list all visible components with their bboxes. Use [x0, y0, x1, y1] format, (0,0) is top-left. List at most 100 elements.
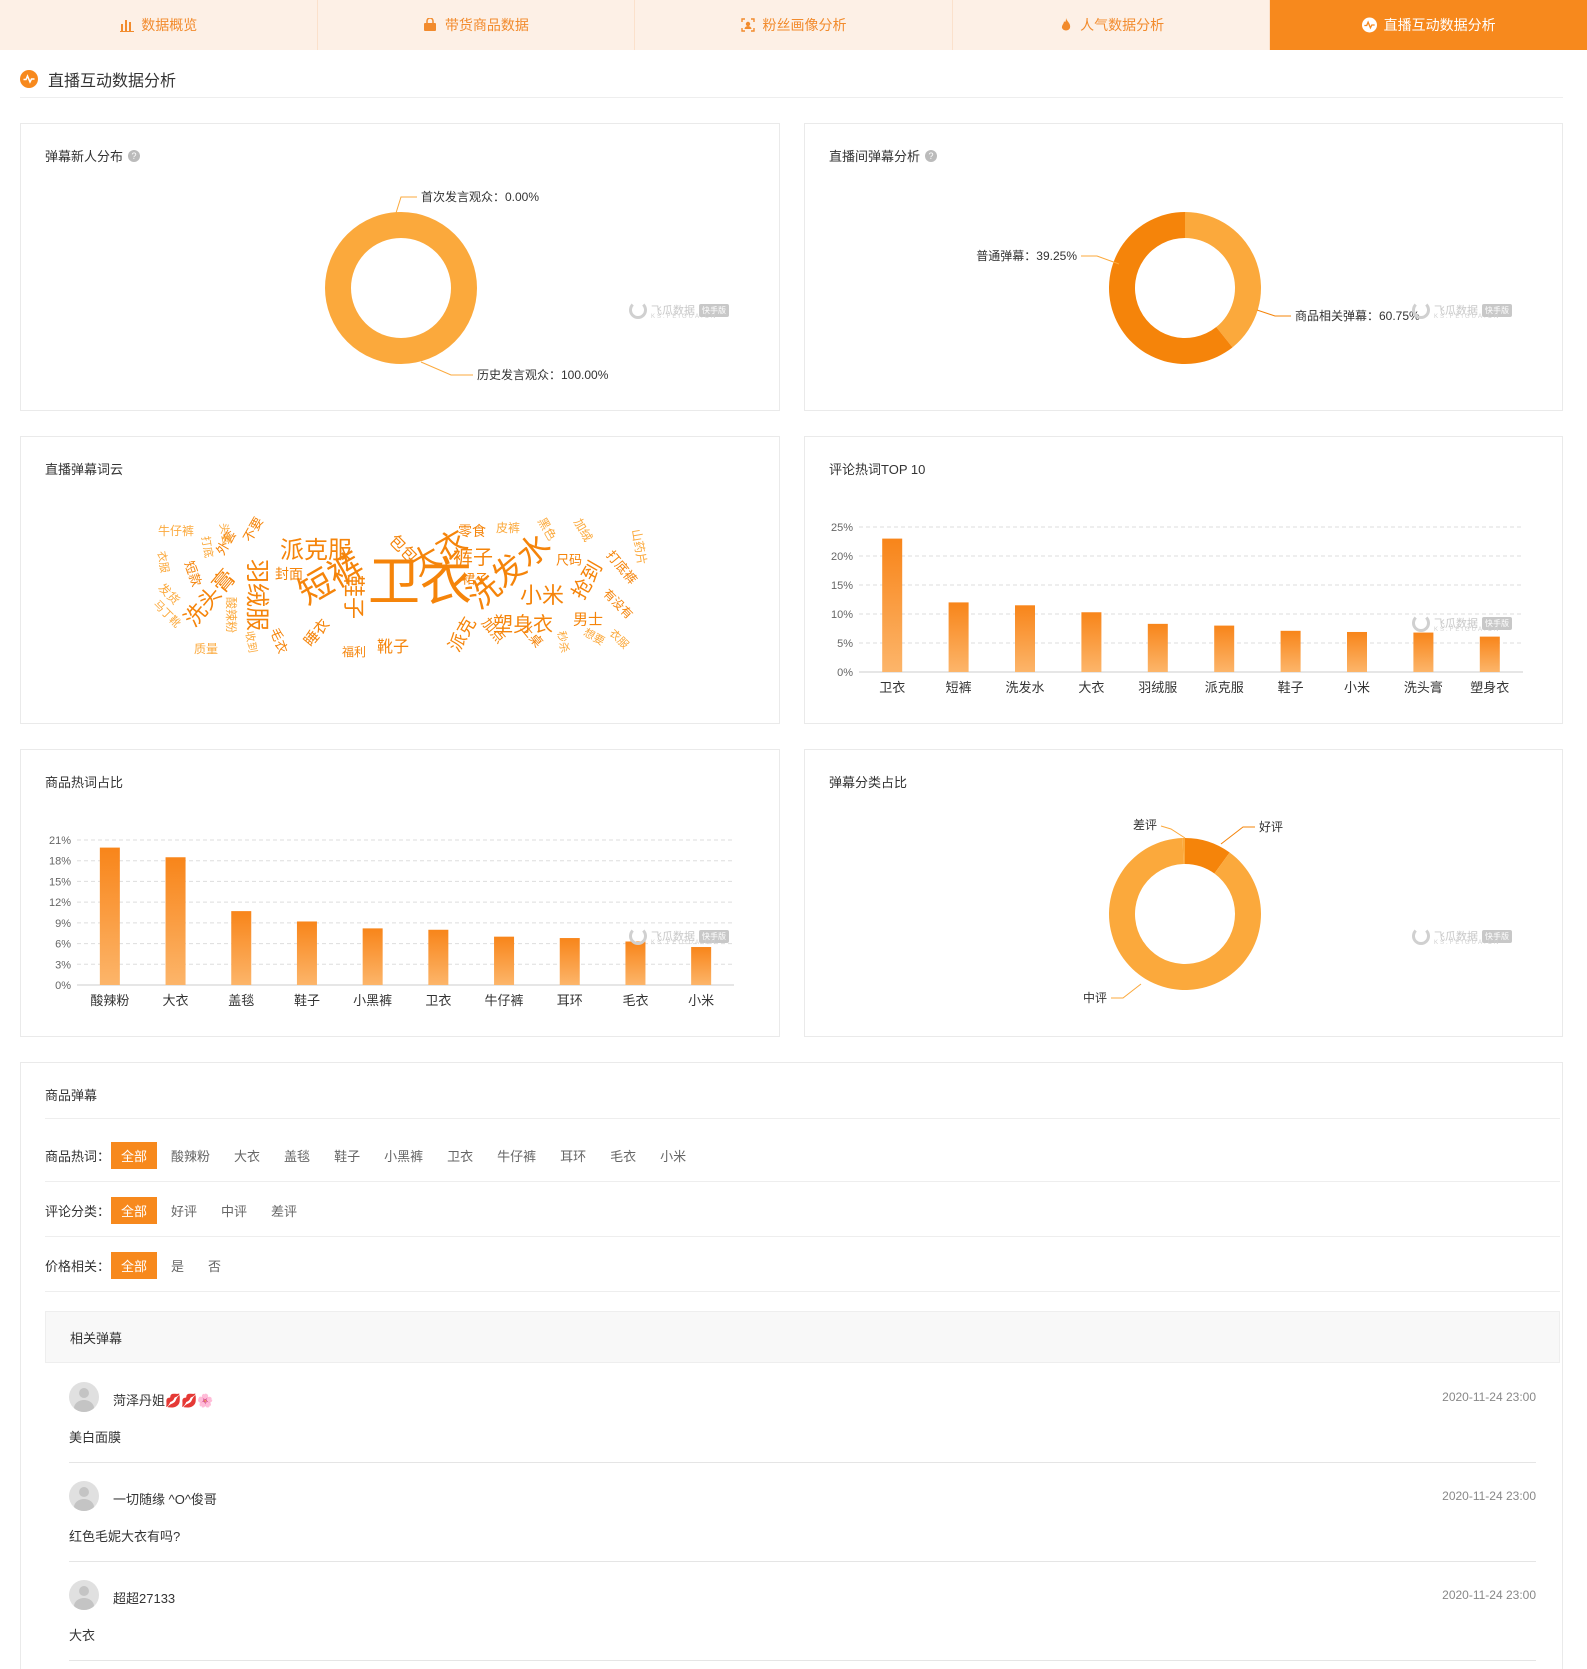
label-leader-line [395, 196, 417, 214]
x-tick-label: 派克服 [1205, 681, 1244, 696]
chip-option[interactable]: 大衣 [234, 1149, 261, 1164]
bar [428, 929, 449, 985]
chip-option[interactable]: 耳环 [560, 1149, 587, 1164]
chip-all[interactable]: 全部 [111, 1252, 158, 1279]
label-leader-line [1256, 309, 1291, 317]
chip-option[interactable]: 否 [208, 1259, 222, 1274]
y-tick-label: 0% [837, 667, 853, 679]
slice-label: 历史发言观众：100.00% [477, 367, 609, 382]
bar [691, 947, 712, 985]
chip-option[interactable]: 是 [171, 1259, 185, 1274]
bar [362, 928, 383, 985]
word-cloud-word: 毛衣 [266, 626, 290, 656]
watermark-domain: KS.FEIGUA.CN [651, 314, 718, 320]
avatar [69, 1580, 99, 1610]
comment-text: 大衣 [69, 1628, 96, 1643]
chip-option[interactable]: 牛仔裤 [497, 1149, 537, 1164]
bar [1280, 630, 1301, 672]
pulse-icon [1361, 17, 1377, 33]
tab-fans[interactable]: 粉丝画像分析 [635, 0, 953, 50]
label-leader-line [1081, 255, 1120, 265]
slice-label: 商品相关弹幕：60.75% [1295, 308, 1420, 323]
card-title: 直播间弹幕分析 ? [829, 146, 938, 165]
watermark-badge: 快手版 [699, 303, 729, 317]
pie-slice [1182, 838, 1185, 865]
filter-label: 商品热词： [45, 1149, 111, 1164]
comment-text: 红色毛妮大衣有吗? [69, 1529, 181, 1544]
chip-option[interactable]: 鞋子 [334, 1149, 361, 1164]
category-card: 弹幕分类占比 好评 中评 差评 飞瓜数据 快手版 KS.FEIGUA.CN [804, 749, 1563, 1037]
filter-row-keyword: 商品热词： 全部 酸辣粉 大衣 盖毯 鞋子 小黑裤 卫衣 牛仔裤 耳环 毛衣 小… [45, 1142, 700, 1169]
x-tick-label: 小米 [1344, 681, 1370, 696]
watermark-badge: 快手版 [1482, 929, 1512, 943]
watermark-logo-icon [1412, 614, 1430, 632]
comment-user: 一切随缘 ^O^俊哥 [113, 1492, 217, 1507]
bar [1479, 636, 1500, 672]
chip-option[interactable]: 差评 [271, 1204, 298, 1219]
chip-option[interactable]: 好评 [171, 1204, 198, 1219]
watermark-name: 飞瓜数据 [651, 931, 695, 943]
help-icon[interactable]: ? [925, 149, 938, 162]
related-title: 相关弹幕 [70, 1330, 123, 1346]
chip-all[interactable]: 全部 [111, 1197, 158, 1224]
comment-item: 一切随缘 ^O^俊哥 2020-11-24 23:00 红色毛妮大衣有吗? [69, 1468, 1536, 1562]
top10-bar-chart: 0% 5% 10% 15% 20% 25% 卫衣 短裤 洗发水 大衣 羽绒服 派克服 鞋子 小米 洗头膏 塑身… [831, 522, 1523, 696]
watermark: 飞瓜数据 快手版 KS.FEIGUA.CN [1412, 301, 1512, 320]
chip-option[interactable]: 毛衣 [610, 1149, 637, 1164]
watermark-name: 飞瓜数据 [1434, 618, 1478, 630]
watermark-logo-icon [1412, 301, 1430, 319]
y-tick-label: 15% [831, 580, 853, 592]
top-tab-bar: 数据概览 带货商品数据 粉丝画像分析 人气数据分析 直播互动数据分析 [0, 0, 1587, 50]
bar [296, 921, 317, 985]
x-tick-label: 毛衣 [622, 993, 648, 1009]
tab-interaction[interactable]: 直播互动数据分析 [1270, 0, 1587, 50]
bar-chart-icon [119, 18, 134, 33]
new-user-card: 弹幕新人分布 ? 首次发言观众：0.00% 历史发言观众：100.00% 飞瓜数据… [20, 123, 780, 411]
chip-all[interactable]: 全部 [111, 1142, 158, 1169]
card-title: 弹幕新人分布 ? [45, 146, 141, 165]
watermark: 飞瓜数据 快手版 KS.FEIGUA.CN [629, 301, 729, 320]
avatar [69, 1382, 99, 1412]
y-tick-label: 18% [49, 856, 71, 868]
comment-user: 超超27133 [113, 1591, 176, 1606]
card-title-text: 评论热词TOP 10 [829, 462, 926, 477]
top10-card: 评论热词TOP 10 0% 5% 10% 15% 20% 25% 卫衣 短裤 洗发水 大衣 羽绒服 派… [804, 436, 1563, 724]
card-title: 评论热词TOP 10 [829, 459, 925, 478]
comment-user: 菏泽丹姐💋💋🌸 [113, 1393, 214, 1408]
word-cloud-word: 收到 [242, 630, 260, 654]
filter-row-category: 评论分类： 全部 好评 中评 差评 [45, 1197, 311, 1224]
watermark-name: 飞瓜数据 [1434, 931, 1478, 943]
card-title: 直播弹幕词云 [45, 459, 123, 478]
chip-option[interactable]: 卫衣 [447, 1149, 474, 1164]
chip-option[interactable]: 盖毯 [284, 1149, 311, 1164]
word-cloud-word: 马丁靴 [150, 597, 184, 631]
help-icon[interactable]: ? [128, 149, 141, 162]
watermark-badge: 快手版 [1482, 616, 1512, 630]
word-cloud-word: 塑身衣 [493, 612, 553, 636]
tab-popularity[interactable]: 人气数据分析 [953, 0, 1271, 50]
watermark-logo-icon [1412, 927, 1430, 945]
x-tick-label: 羽绒服 [1138, 681, 1177, 696]
card-title: 商品弹幕 [45, 1085, 97, 1104]
watermark-badge: 快手版 [699, 929, 729, 943]
card-title-text: 弹幕分类占比 [829, 775, 908, 790]
divider [45, 1118, 1560, 1119]
chip-option[interactable]: 酸辣粉 [171, 1149, 211, 1164]
watermark-domain: KS.FEIGUA.CN [651, 940, 718, 946]
y-tick-label: 3% [55, 959, 71, 971]
word-cloud-word: 裙子 [461, 572, 489, 588]
comment-text: 美白面膜 [69, 1430, 122, 1445]
watermark-logo-icon [629, 927, 647, 945]
chip-option[interactable]: 小米 [660, 1149, 687, 1164]
tab-products[interactable]: 带货商品数据 [318, 0, 636, 50]
chip-option[interactable]: 小黑裤 [384, 1149, 424, 1164]
bar [1147, 623, 1168, 672]
chip-option[interactable]: 中评 [221, 1204, 248, 1219]
word-cloud: 卫衣 短裤 洗发水 大衣 派克服 羽绒服 洗头膏 小米 塑身衣 裤子 鞋子 抢到 派克 包包 靴子 男士 封面裙… [21, 437, 781, 725]
watermark-badge: 快手版 [1482, 303, 1512, 317]
word-cloud-word: 羽绒服 [243, 559, 271, 631]
tab-overview[interactable]: 数据概览 [0, 0, 318, 50]
pulse-icon [20, 69, 38, 88]
slice-label: 中评 [1083, 990, 1107, 1005]
